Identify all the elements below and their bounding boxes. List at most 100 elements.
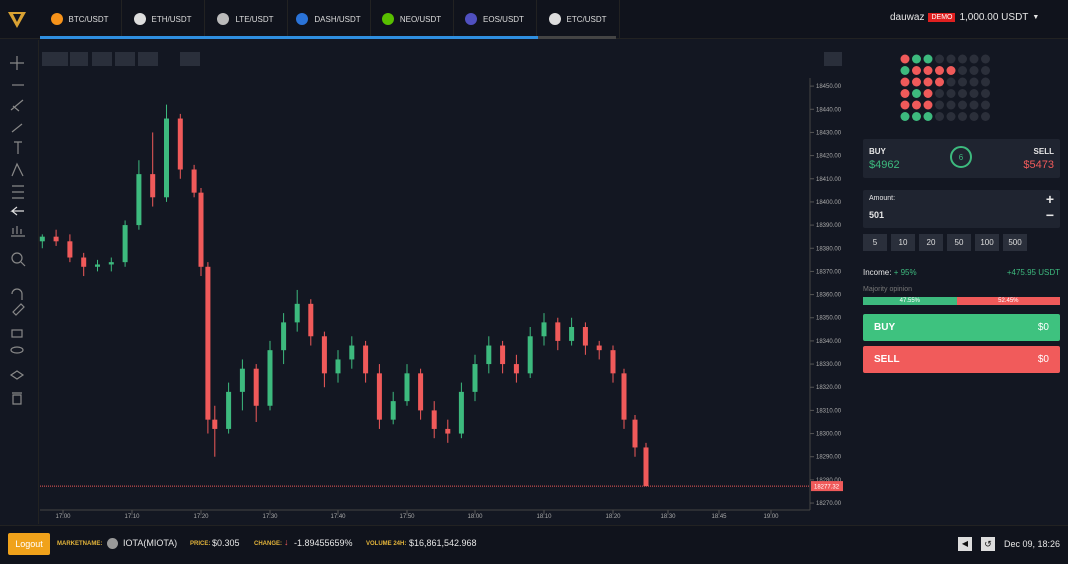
trend-dot <box>969 112 979 121</box>
candle-body <box>53 236 59 242</box>
trend-dot <box>923 100 933 110</box>
trend-dot <box>935 100 944 110</box>
tab-icon <box>133 13 146 25</box>
candle-body <box>226 391 232 429</box>
change-arrow: ↓ <box>284 537 289 547</box>
trend-dot <box>946 66 956 75</box>
candle-body <box>513 364 519 374</box>
market-tab[interactable]: ETH/USDT <box>121 0 205 38</box>
market-tab[interactable]: NEO/USDT <box>370 0 454 38</box>
last-price-tag <box>811 481 843 492</box>
amount-chip[interactable]: 20 <box>919 234 943 251</box>
tool-icons <box>9 56 26 405</box>
tool-sidebar <box>0 40 39 524</box>
candle-body <box>239 368 245 392</box>
buy-label: BUY <box>869 147 886 156</box>
buy-button[interactable]: BUY $0 <box>863 314 1060 341</box>
market-tab[interactable]: ETC/USDT <box>536 0 620 38</box>
candle-body <box>212 419 218 429</box>
candle-body <box>67 241 73 258</box>
tab-label: EOS/USDT <box>483 14 524 24</box>
candle-body <box>205 266 211 420</box>
candle-body <box>308 303 314 337</box>
amount-value: 501 <box>869 210 885 220</box>
x-tick-label: 18:20 <box>605 514 621 520</box>
trade-panel: BUY $4962 6 SELL $5473 Amount: 501 + − 5… <box>855 40 1068 524</box>
volume-label: VOLUME 24H: <box>366 541 407 547</box>
trend-dots <box>900 54 990 121</box>
history-button[interactable]: ↺ <box>981 537 995 551</box>
trend-dot <box>981 77 990 87</box>
amount-chip[interactable]: 10 <box>891 234 915 251</box>
candle-body <box>349 345 355 360</box>
trend-dot <box>912 89 921 98</box>
market-tab[interactable]: EOS/USDT <box>453 0 537 38</box>
buy-button-label: BUY <box>874 322 896 333</box>
trend-dot <box>958 77 967 87</box>
trend-dot <box>969 89 979 98</box>
plot-area <box>40 48 810 510</box>
x-tick-label: 18:10 <box>536 514 552 520</box>
sell-amount: $5473 <box>1023 159 1054 171</box>
y-tick-label: 18280.00 <box>816 478 842 484</box>
sell-button[interactable]: SELL $0 <box>863 346 1060 373</box>
candle-body <box>486 345 492 365</box>
amount-box[interactable]: Amount: 501 + − <box>863 190 1060 228</box>
x-tick-label: 18:45 <box>711 514 727 520</box>
x-tick-label: 17:00 <box>55 514 71 520</box>
amount-minus[interactable]: − <box>1045 207 1054 223</box>
iota-icon <box>107 538 118 549</box>
trend-dot <box>981 66 990 75</box>
amount-chip[interactable]: 100 <box>975 234 999 251</box>
x-tick-label: 17:50 <box>399 514 415 520</box>
buy-sell-summary: BUY $4962 6 SELL $5473 <box>863 139 1060 178</box>
logout-button[interactable]: Logout <box>8 533 50 555</box>
trend-dot <box>958 54 967 64</box>
trend-dot <box>912 100 921 110</box>
x-tick-label: 17:20 <box>193 514 209 520</box>
candle-body <box>569 327 575 341</box>
tab-label: ETH/USDT <box>151 14 192 24</box>
market-tab[interactable]: LTE/USDT <box>204 0 288 38</box>
sell-button-value: $0 <box>1037 354 1049 365</box>
amount-chip[interactable]: 5 <box>863 234 887 251</box>
candle-body <box>294 303 300 323</box>
chart-toolbar <box>42 52 842 66</box>
trend-dot <box>900 112 910 121</box>
last-price-label: 18277.32 <box>814 485 840 491</box>
trend-dot <box>923 112 933 121</box>
candle-body <box>404 373 410 402</box>
trend-dot <box>958 89 967 98</box>
candle-body <box>621 373 627 420</box>
majority-sell: 52.45% <box>956 297 1060 305</box>
top-bar: BTC/USDT ETH/USDT LTE/USDT DASH/USDT NEO/USD… <box>0 0 1068 39</box>
account[interactable]: dauwaz DEMO 1,000.00 USDT ▼ <box>890 12 1040 23</box>
y-tick-label: 18340.00 <box>816 339 842 345</box>
tab-label: ETC/USDT <box>566 14 607 24</box>
income-pct: + 95% <box>893 268 917 277</box>
sound-button[interactable]: ◀ <box>958 537 972 551</box>
trend-dot <box>958 100 967 110</box>
candle-body <box>555 322 561 341</box>
trend-dot <box>900 89 910 98</box>
candle-body <box>281 322 287 351</box>
amount-plus[interactable]: + <box>1045 191 1054 207</box>
candle-body <box>81 257 87 267</box>
trend-dot <box>946 89 956 98</box>
sell-button-label: SELL <box>874 354 900 365</box>
price-label: PRICE: <box>190 541 211 547</box>
candle-body <box>164 118 169 198</box>
y-tick-label: 18310.00 <box>816 408 842 414</box>
market-tab[interactable]: BTC/USDT <box>38 0 122 38</box>
amount-chip[interactable]: 500 <box>1003 234 1027 251</box>
buy-button-value: $0 <box>1037 322 1049 333</box>
trend-dot <box>935 77 944 87</box>
y-tick-label: 18320.00 <box>816 385 842 391</box>
tab-progress <box>40 36 538 39</box>
x-tick-label: 19:00 <box>763 514 779 520</box>
y-tick-label: 18410.00 <box>816 177 842 183</box>
market-tab[interactable]: DASH/USDT <box>287 0 371 38</box>
amount-chip[interactable]: 50 <box>947 234 971 251</box>
candle-body <box>136 174 142 226</box>
tab-progress-rest <box>538 36 616 39</box>
